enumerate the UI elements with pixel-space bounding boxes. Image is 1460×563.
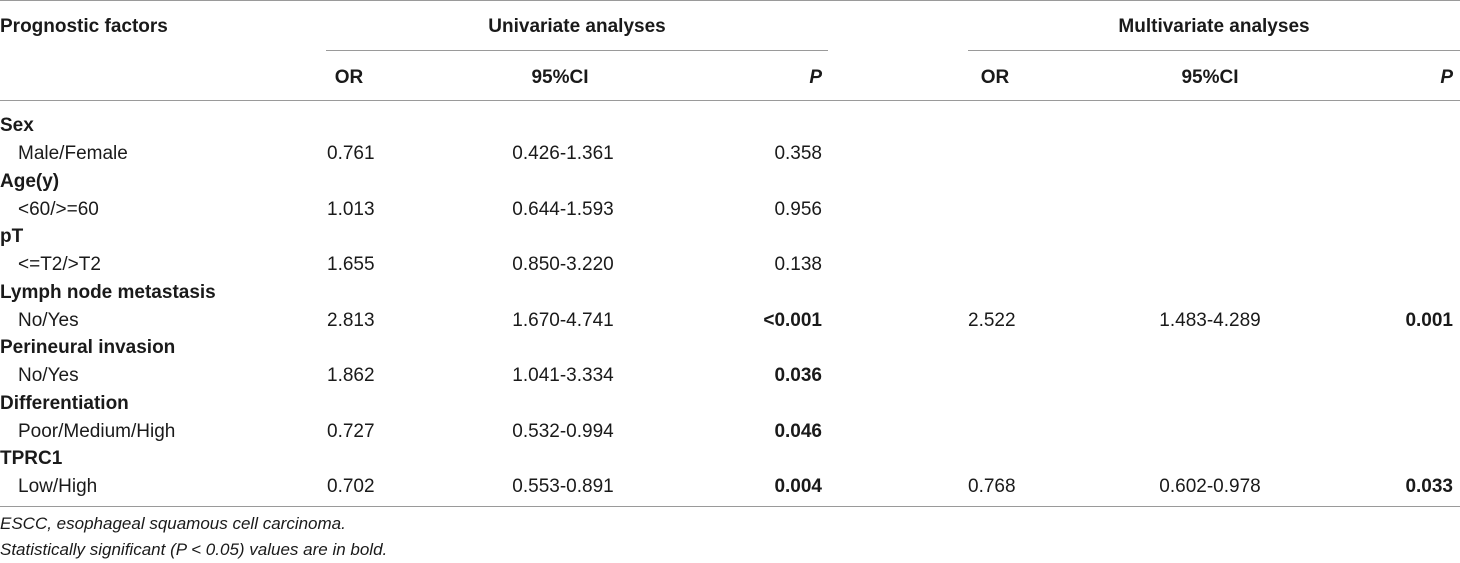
multi-p-value: 0.001 xyxy=(1405,310,1453,331)
factor-level: <60/>=60 xyxy=(18,199,99,220)
factor-level: Poor/Medium/High xyxy=(18,421,176,442)
uni-ci-value: 1.670-4.741 xyxy=(512,310,614,331)
uni-p-value: 0.956 xyxy=(774,199,822,220)
univariate-underline xyxy=(326,50,828,51)
factor-label: TPRC1 xyxy=(0,448,63,469)
uni-p-value: 0.004 xyxy=(774,476,822,497)
bottom-rule xyxy=(0,506,1460,507)
factor-label: Perineural invasion xyxy=(0,337,176,358)
factor-label: Sex xyxy=(0,115,34,136)
multivariate-underline xyxy=(968,50,1460,51)
header-uni-ci: 95%CI xyxy=(531,67,589,88)
factor-level: Male/Female xyxy=(18,143,128,164)
factor-label: Lymph node metastasis xyxy=(0,282,216,303)
uni-ci-value: 0.850-3.220 xyxy=(512,254,614,275)
uni-p-value: 0.046 xyxy=(774,421,822,442)
factor-level: No/Yes xyxy=(18,310,79,331)
factor-label: pT xyxy=(0,226,24,247)
uni-or-value: 1.655 xyxy=(327,254,375,275)
header-multivariate: Multivariate analyses xyxy=(1118,16,1310,37)
header-uni-or: OR xyxy=(334,67,364,88)
uni-or-value: 1.862 xyxy=(327,365,375,386)
uni-ci-value: 0.644-1.593 xyxy=(512,199,614,220)
footnote-significance: Statistically significant (P < 0.05) val… xyxy=(0,540,388,559)
uni-or-value: 0.702 xyxy=(327,476,375,497)
uni-ci-value: 0.532-0.994 xyxy=(512,421,614,442)
header-univariate: Univariate analyses xyxy=(488,16,666,37)
factor-level: No/Yes xyxy=(18,365,79,386)
uni-or-value: 2.813 xyxy=(327,310,375,331)
multi-ci-value: 1.483-4.289 xyxy=(1159,310,1261,331)
header-multi-or: OR xyxy=(980,67,1010,88)
factor-level: <=T2/>T2 xyxy=(18,254,101,275)
factor-label: Age(y) xyxy=(0,171,60,192)
header-multi-ci: 95%CI xyxy=(1181,67,1239,88)
uni-p-value: <0.001 xyxy=(763,310,822,331)
header-prognostic-factors: Prognostic factors xyxy=(0,16,168,37)
uni-p-value: 0.138 xyxy=(774,254,822,275)
multi-or-value: 0.768 xyxy=(968,476,1016,497)
uni-ci-value: 1.041-3.334 xyxy=(512,365,614,386)
factor-level: Low/High xyxy=(18,476,98,497)
multi-ci-value: 0.602-0.978 xyxy=(1159,476,1261,497)
uni-ci-value: 0.426-1.361 xyxy=(512,143,614,164)
uni-or-value: 1.013 xyxy=(327,199,375,220)
header-uni-p: P xyxy=(809,67,822,88)
footnote-abbreviation: ESCC, esophageal squamous cell carcinoma… xyxy=(0,514,346,533)
uni-p-value: 0.358 xyxy=(774,143,822,164)
uni-or-value: 0.761 xyxy=(327,143,375,164)
multi-or-value: 2.522 xyxy=(968,310,1016,331)
uni-or-value: 0.727 xyxy=(327,421,375,442)
factor-label: Differentiation xyxy=(0,393,129,414)
top-rule xyxy=(0,0,1460,1)
uni-ci-value: 0.553-0.891 xyxy=(512,476,614,497)
header-multi-p: P xyxy=(1440,67,1453,88)
multi-p-value: 0.033 xyxy=(1405,476,1453,497)
header-rule xyxy=(0,100,1460,101)
uni-p-value: 0.036 xyxy=(774,365,822,386)
